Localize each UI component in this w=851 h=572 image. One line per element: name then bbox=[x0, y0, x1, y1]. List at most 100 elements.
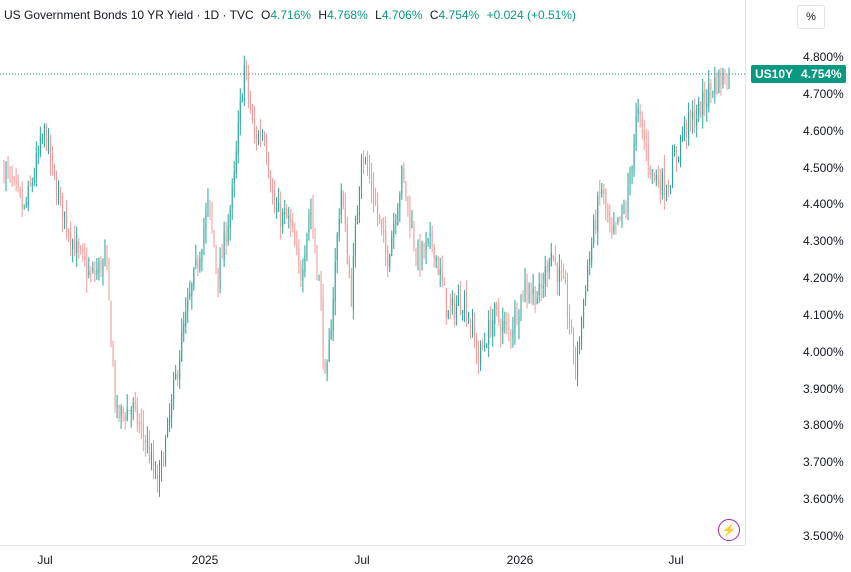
candle-up bbox=[461, 309, 463, 321]
candle-up bbox=[617, 216, 619, 225]
candle-up bbox=[494, 302, 496, 337]
candle-down bbox=[266, 133, 268, 166]
candle-down bbox=[100, 255, 102, 278]
candle-up bbox=[411, 210, 413, 229]
candle-up bbox=[528, 282, 530, 304]
candle-down bbox=[465, 280, 467, 328]
candle-down bbox=[253, 105, 255, 144]
candlestick-chart[interactable] bbox=[0, 0, 745, 545]
candle-down bbox=[441, 255, 443, 288]
candle-up bbox=[439, 257, 441, 288]
candle-down bbox=[3, 160, 5, 184]
candle-up bbox=[227, 214, 229, 246]
candle-down bbox=[445, 287, 447, 325]
candle-up bbox=[278, 187, 280, 213]
candle-up bbox=[504, 311, 506, 334]
candle-up bbox=[23, 204, 25, 210]
last-price-symbol: US10Y bbox=[755, 66, 794, 81]
candle-down bbox=[140, 408, 142, 439]
candle-up bbox=[161, 450, 163, 482]
candle-down bbox=[433, 244, 435, 268]
candle-up bbox=[421, 240, 423, 271]
candle-up bbox=[629, 166, 631, 196]
candle-down bbox=[197, 255, 199, 277]
flash-icon[interactable]: ⚡ bbox=[718, 519, 740, 541]
candle-up bbox=[340, 183, 342, 224]
candle-down bbox=[575, 346, 577, 380]
candle-up bbox=[33, 167, 35, 187]
candle-up bbox=[352, 242, 354, 320]
candle-down bbox=[500, 318, 502, 348]
candle-down bbox=[259, 119, 261, 148]
price-tick-label: 4.500% bbox=[803, 160, 844, 175]
candle-up bbox=[39, 126, 41, 158]
candle-down bbox=[213, 229, 215, 248]
time-axis[interactable]: Jul 2025 Jul 2026 Jul bbox=[0, 545, 745, 572]
close-value: 4.754% bbox=[438, 8, 480, 22]
candle-up bbox=[621, 204, 623, 229]
candle-up bbox=[364, 156, 366, 165]
candle-down bbox=[314, 227, 316, 254]
candle-down bbox=[144, 434, 146, 457]
candle-down bbox=[700, 100, 702, 118]
price-tick-label: 4.000% bbox=[803, 344, 844, 359]
candle-down bbox=[526, 273, 528, 309]
candle-up bbox=[492, 308, 494, 347]
price-tick-label: 3.700% bbox=[803, 455, 844, 470]
candle-up bbox=[633, 134, 635, 177]
price-tick-label: 4.600% bbox=[803, 123, 844, 138]
candle-down bbox=[348, 255, 350, 279]
candle-down bbox=[510, 329, 512, 349]
candle-up bbox=[455, 295, 457, 326]
candle-down bbox=[690, 109, 692, 132]
candle-up bbox=[219, 247, 221, 294]
candle-down bbox=[124, 412, 126, 430]
candle-down bbox=[251, 103, 253, 124]
candle-up bbox=[480, 340, 482, 372]
time-tick-label: Jul bbox=[668, 553, 684, 567]
candle-up bbox=[593, 214, 595, 248]
candle-up bbox=[613, 212, 615, 235]
candle-up bbox=[169, 403, 171, 433]
candle-up bbox=[37, 145, 39, 165]
candle-up bbox=[233, 160, 235, 198]
candle-down bbox=[122, 406, 124, 422]
high-value: 4.768% bbox=[327, 8, 368, 22]
candle-up bbox=[308, 208, 310, 241]
symbol-title: US Government Bonds 10 YR Yield · 1D · T… bbox=[4, 8, 254, 22]
candle-up bbox=[665, 184, 667, 202]
candle-up bbox=[696, 104, 698, 138]
candle-down bbox=[11, 165, 13, 187]
candle-up bbox=[328, 327, 330, 363]
candle-up bbox=[678, 156, 680, 163]
candle-down bbox=[148, 430, 150, 464]
candle-up bbox=[558, 254, 560, 297]
candle-down bbox=[595, 209, 597, 235]
candle-up bbox=[486, 342, 488, 349]
candle-down bbox=[449, 293, 451, 320]
candle-up bbox=[692, 100, 694, 134]
candle-down bbox=[274, 180, 276, 214]
candle-up bbox=[187, 287, 189, 323]
candle-down bbox=[286, 204, 288, 219]
candle-down bbox=[373, 172, 375, 213]
candle-up bbox=[728, 67, 730, 90]
candle-down bbox=[94, 261, 96, 283]
candle-down bbox=[415, 247, 417, 267]
percent-scale-button[interactable]: % bbox=[797, 5, 825, 29]
candle-down bbox=[566, 272, 568, 330]
candle-up bbox=[150, 443, 152, 471]
candle-up bbox=[518, 309, 520, 340]
candle-down bbox=[605, 188, 607, 221]
candle-up bbox=[102, 258, 104, 286]
candle-up bbox=[189, 280, 191, 301]
price-axis[interactable]: 4.800% 4.700% 4.600% 4.500% 4.400% 4.300% 4.20… bbox=[745, 0, 851, 545]
candle-down bbox=[142, 410, 144, 452]
candle-down bbox=[619, 216, 621, 222]
candle-up bbox=[484, 332, 486, 352]
candle-down bbox=[506, 312, 508, 335]
candle-down bbox=[659, 169, 661, 204]
candle-down bbox=[152, 440, 154, 480]
candle-up bbox=[577, 341, 579, 387]
candle-up bbox=[288, 206, 290, 229]
